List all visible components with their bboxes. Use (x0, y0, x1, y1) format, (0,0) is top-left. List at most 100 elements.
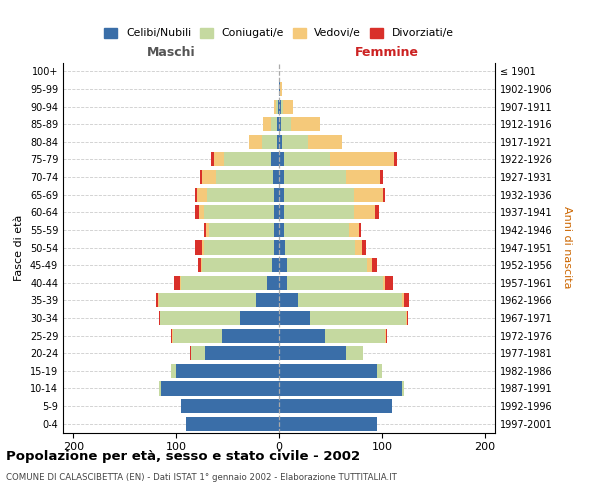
Bar (283, 100, 293, 114)
Bar (310, 311, 406, 325)
Y-axis label: Anni di nascita: Anni di nascita (562, 206, 572, 289)
Bar (197, 188, 207, 202)
Bar (367, 258, 371, 272)
Bar (158, 311, 160, 325)
Bar (349, 223, 359, 237)
Bar (274, 188, 279, 202)
Bar (385, 328, 386, 342)
Bar (355, 240, 362, 254)
Bar (308, 134, 342, 149)
Bar (202, 258, 272, 272)
Bar (204, 240, 274, 254)
Bar (202, 240, 204, 254)
Bar (256, 294, 279, 308)
Legend: Celibi/Nubili, Coniugati/e, Vedovi/e, Divorziati/e: Celibi/Nubili, Coniugati/e, Vedovi/e, Di… (100, 24, 458, 42)
Bar (214, 152, 224, 166)
Text: Femmine: Femmine (355, 46, 419, 59)
Bar (279, 134, 282, 149)
Bar (211, 152, 214, 166)
Bar (223, 328, 279, 342)
Bar (263, 117, 271, 131)
Bar (276, 100, 278, 114)
Bar (171, 328, 172, 342)
Bar (171, 364, 176, 378)
Bar (191, 346, 205, 360)
Bar (198, 258, 201, 272)
Bar (281, 117, 292, 131)
Bar (240, 311, 279, 325)
Bar (279, 328, 325, 342)
Bar (280, 82, 282, 96)
Bar (172, 328, 173, 342)
Bar (386, 328, 387, 342)
Bar (284, 205, 354, 220)
Bar (284, 152, 331, 166)
Bar (362, 240, 367, 254)
Bar (181, 399, 279, 413)
Bar (204, 205, 274, 220)
Bar (180, 276, 181, 290)
Bar (287, 276, 383, 290)
Bar (279, 382, 403, 396)
Bar (158, 382, 161, 396)
Bar (346, 170, 380, 184)
Bar (279, 416, 377, 430)
Bar (274, 100, 276, 114)
Bar (403, 294, 404, 308)
Bar (224, 152, 271, 166)
Bar (273, 170, 279, 184)
Bar (274, 240, 279, 254)
Bar (279, 188, 284, 202)
Bar (354, 205, 374, 220)
Bar (181, 276, 266, 290)
Bar (160, 311, 240, 325)
Bar (394, 152, 397, 166)
Bar (274, 223, 279, 237)
Bar (383, 188, 385, 202)
Bar (284, 170, 346, 184)
Bar (377, 364, 382, 378)
Bar (279, 170, 284, 184)
Bar (279, 311, 310, 325)
Bar (199, 205, 204, 220)
Bar (374, 205, 379, 220)
Bar (262, 134, 277, 149)
Bar (284, 223, 349, 237)
Bar (282, 134, 308, 149)
Bar (346, 346, 364, 360)
Bar (380, 170, 383, 184)
Bar (161, 382, 279, 396)
Bar (279, 152, 284, 166)
Bar (281, 100, 283, 114)
Bar (202, 170, 216, 184)
Bar (383, 276, 385, 290)
Bar (271, 117, 277, 131)
Bar (274, 205, 279, 220)
Bar (176, 364, 279, 378)
Bar (194, 240, 202, 254)
Bar (216, 170, 273, 184)
Bar (173, 328, 223, 342)
Bar (279, 364, 377, 378)
Bar (279, 294, 298, 308)
Bar (331, 152, 394, 166)
Bar (279, 276, 287, 290)
Bar (279, 223, 284, 237)
Bar (194, 205, 199, 220)
Bar (204, 223, 206, 237)
Bar (279, 117, 281, 131)
Bar (279, 82, 280, 96)
Bar (206, 223, 209, 237)
Bar (279, 346, 346, 360)
Bar (385, 276, 393, 290)
Bar (279, 240, 285, 254)
Bar (266, 276, 279, 290)
Bar (284, 188, 354, 202)
Bar (359, 223, 361, 237)
Bar (371, 258, 377, 272)
Bar (287, 258, 367, 272)
Bar (325, 328, 385, 342)
Bar (209, 223, 274, 237)
Bar (249, 134, 262, 149)
Bar (292, 117, 320, 131)
